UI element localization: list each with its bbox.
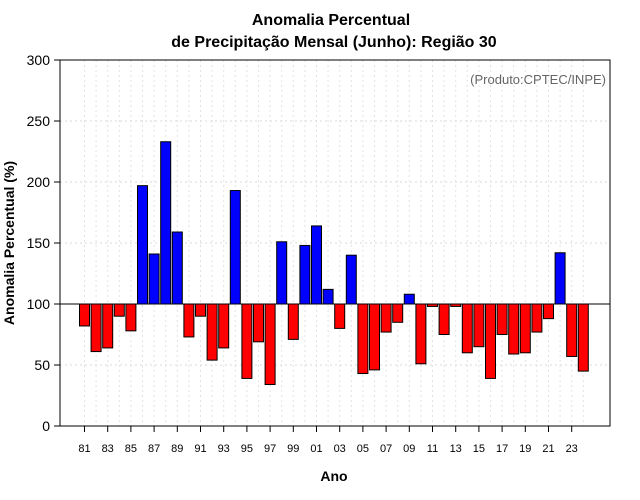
x-tick-label: 95 xyxy=(241,443,253,455)
x-tick-label: 17 xyxy=(496,443,508,455)
x-tick-label: 89 xyxy=(171,443,183,455)
bar-92 xyxy=(206,303,218,361)
x-tick-label: 87 xyxy=(148,443,160,455)
bars xyxy=(79,141,589,386)
y-tick-label: 100 xyxy=(27,296,51,312)
x-tick-label: 85 xyxy=(125,443,137,455)
y-tick-label: 250 xyxy=(27,113,51,129)
bar-18 xyxy=(508,303,520,355)
bar-84 xyxy=(113,303,125,317)
bar-81 xyxy=(79,303,90,327)
x-tick-label: 23 xyxy=(566,443,578,455)
bar-06 xyxy=(369,303,380,371)
bar-20 xyxy=(531,303,543,333)
bar-97 xyxy=(264,303,276,386)
chart-title-line2: de Precipitação Mensal (Junho): Região 3… xyxy=(171,34,497,51)
bar-94 xyxy=(229,190,241,305)
bar-00 xyxy=(299,244,311,305)
x-tick-label: 09 xyxy=(403,443,415,455)
bar-16 xyxy=(485,303,496,379)
bar-83 xyxy=(102,303,114,349)
y-tick-label: 50 xyxy=(34,357,50,373)
chart-title-line1: Anomalia Percentual xyxy=(252,12,410,29)
x-tick-label: 03 xyxy=(334,443,346,455)
x-tick-label: 97 xyxy=(264,443,276,455)
bar-03 xyxy=(334,303,346,329)
x-tick-label: 81 xyxy=(78,443,90,455)
x-tick-label: 91 xyxy=(194,443,206,455)
x-axis: 81 83 85 87 89 91 93 95 97 99 01 03 05 07 09 11 13 15 17 19… xyxy=(78,426,578,455)
bar-93 xyxy=(218,303,230,349)
x-tick-label: 21 xyxy=(542,443,554,455)
bar-10 xyxy=(415,303,427,365)
bar-09 xyxy=(403,293,415,305)
bar-86 xyxy=(137,185,148,305)
bar-08 xyxy=(392,303,404,323)
bar-15 xyxy=(473,303,485,348)
bar-95 xyxy=(241,303,253,379)
y-tick-label: 0 xyxy=(42,418,50,434)
bar-04 xyxy=(345,254,357,305)
x-axis-label: Ano xyxy=(320,468,347,484)
bar-17 xyxy=(496,303,508,335)
bar-02 xyxy=(322,288,334,305)
bar-22 xyxy=(554,252,566,305)
credit-label: (Produto:CPTEC/INPE) xyxy=(470,72,606,87)
bar-21 xyxy=(543,303,554,320)
x-tick-label: 05 xyxy=(357,443,369,455)
bar-05 xyxy=(357,303,369,375)
bar-24 xyxy=(577,303,589,372)
bar-12 xyxy=(438,303,450,335)
bar-82 xyxy=(90,303,102,353)
y-tick-label: 300 xyxy=(27,52,51,68)
bar-89 xyxy=(171,231,183,305)
x-tick-label: 11 xyxy=(427,443,438,455)
bar-23 xyxy=(566,303,578,357)
bar-98 xyxy=(276,241,288,305)
x-tick-label: 83 xyxy=(102,443,114,455)
bar-99 xyxy=(287,303,299,340)
bar-14 xyxy=(461,303,473,354)
bar-85 xyxy=(125,303,137,332)
x-tick-label: 15 xyxy=(473,443,485,455)
bar-90 xyxy=(183,303,195,338)
x-tick-label: 93 xyxy=(218,443,230,455)
bar-07 xyxy=(380,303,392,333)
y-tick-label: 150 xyxy=(27,235,51,251)
x-tick-label: 01 xyxy=(310,443,322,455)
bar-87 xyxy=(148,253,160,305)
bar-19 xyxy=(519,303,531,354)
bar-01 xyxy=(311,225,322,305)
x-tick-label: 13 xyxy=(450,443,462,455)
x-tick-label: 07 xyxy=(380,443,392,455)
gridlines xyxy=(60,60,610,426)
bar-88 xyxy=(160,141,172,305)
y-axis: 0 50 100 150 200 250 300 xyxy=(27,52,60,434)
x-tick-label: 19 xyxy=(519,443,531,455)
bar-91 xyxy=(195,303,206,317)
bar-96 xyxy=(253,303,264,343)
y-tick-label: 200 xyxy=(27,174,51,190)
y-axis-label: Anomalia Percentual (%) xyxy=(1,161,17,325)
x-tick-label: 99 xyxy=(287,443,299,455)
